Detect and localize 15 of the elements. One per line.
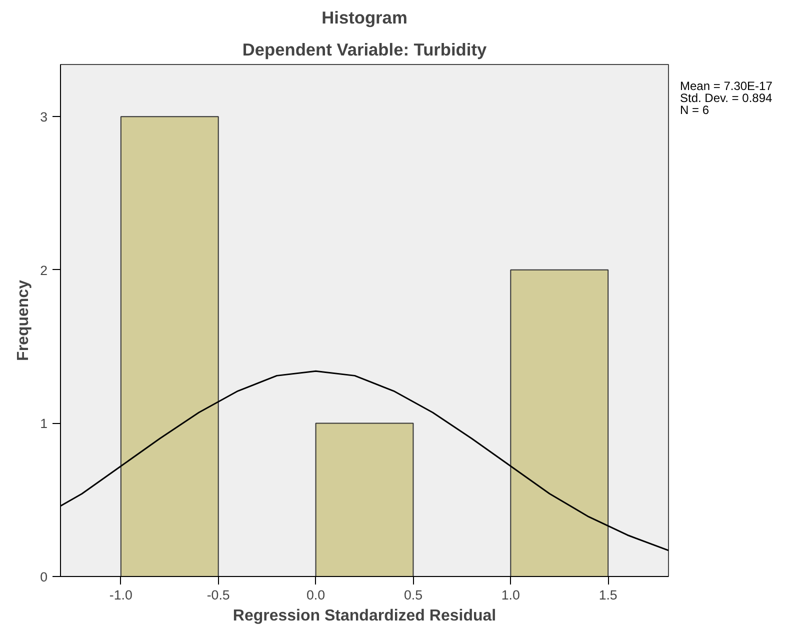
x-tick-label: -0.5 bbox=[206, 588, 230, 602]
chart-subtitle: Dependent Variable: Turbidity bbox=[242, 40, 487, 60]
y-tick-label: 2 bbox=[40, 262, 48, 278]
x-axis-title: Regression Standardized Residual bbox=[232, 608, 496, 624]
y-axis-title: Frequency bbox=[15, 280, 32, 361]
x-tick-label: 1.5 bbox=[598, 588, 618, 602]
x-tick-label: 0.0 bbox=[306, 588, 326, 602]
x-tick-label: 1.0 bbox=[501, 588, 520, 602]
text: Mean = 7.30E-17 Std. Dev. = 0.894 N = 6 bbox=[680, 79, 772, 117]
x-tick-label: 0.5 bbox=[404, 588, 422, 602]
x-tick-label: -1.0 bbox=[109, 588, 132, 602]
chart-title: Histogram bbox=[322, 8, 408, 28]
y-tick-label: 0 bbox=[40, 570, 48, 584]
y-tick-label: 3 bbox=[40, 110, 48, 125]
y-tick-label: 1 bbox=[40, 416, 48, 432]
